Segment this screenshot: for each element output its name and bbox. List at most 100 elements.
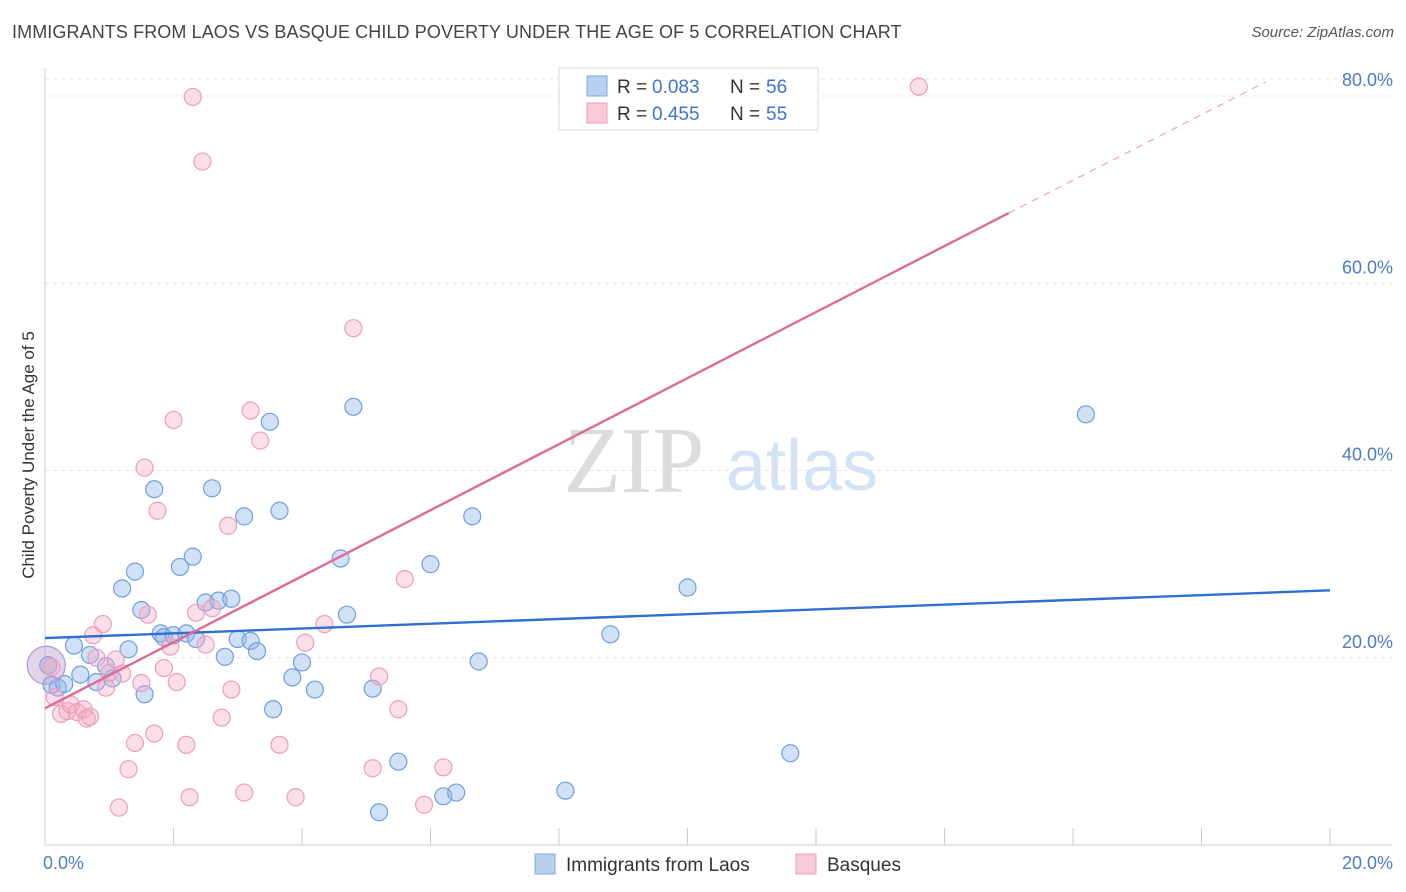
laos-point-53 [1077,406,1094,423]
basques-point-42 [287,789,304,806]
bottom-legend: Immigrants from Laos Basques [535,854,901,876]
laos-point-50 [602,626,619,643]
basques-point-28 [178,736,195,753]
y-tick-label-2: 60.0% [1342,257,1393,277]
laos-point-47 [464,508,481,525]
laos-point-48 [470,653,487,670]
basques-point-29 [181,789,198,806]
basques-point-11 [94,616,111,633]
basques-point-31 [187,604,204,621]
legend-n-label-1: N = [730,104,760,125]
basques-point-51 [435,759,452,776]
tick-labels: 20.0%40.0%60.0%80.0%0.0% 20.0% [43,70,1393,873]
laos-point-35 [284,669,301,686]
y-axis-title: Child Poverty Under the Age of 5 [19,331,38,579]
legend-r-label-1: R = [617,104,647,125]
watermark-zip: ZIP [564,409,705,513]
basques-point-0 [43,659,60,676]
laos-point-43 [390,753,407,770]
basques-point-35 [213,709,230,726]
basques-point-19 [133,675,150,692]
basques-point-50 [416,796,433,813]
basques-point-44 [316,616,333,633]
trend-lines [45,82,1330,708]
grid-lines [45,79,1392,658]
scatter-chart: ZIP atlas 20.0%40.0%60.0%80.0%0.0% 20.0% … [0,0,1406,892]
laos-point-33 [265,701,282,718]
legend-n-label-0: N = [730,77,760,98]
basques-point-37 [223,681,240,698]
laos-point-42 [371,804,388,821]
laos-point-37 [306,681,323,698]
basques-point-10 [88,649,105,666]
bottom-legend-swatch-laos [535,854,555,874]
laos-point-24 [204,480,221,497]
basques-point-18 [126,734,143,751]
watermark: ZIP atlas [564,409,879,513]
x-tick-label-0: 0.0% [43,853,84,873]
laos-point-32 [261,413,278,430]
basques-point-33 [197,636,214,653]
legend-n-value-0: 56 [766,77,787,98]
y-tick-label-3: 80.0% [1342,70,1393,90]
bottom-legend-label-laos: Immigrants from Laos [566,855,750,876]
basques-point-38 [236,784,253,801]
laos-point-44 [422,556,439,573]
basques-point-41 [271,736,288,753]
laos-point-31 [249,643,266,660]
watermark-atlas: atlas [726,426,878,506]
laos-point-5 [72,666,89,683]
basques-point-32 [194,153,211,170]
basques-point-36 [220,517,237,534]
laos-point-46 [448,784,465,801]
bottom-legend-label-basques: Basques [827,855,901,876]
legend-r-value-0: 0.083 [652,77,700,98]
basques-point-17 [120,761,137,778]
basques-point-24 [155,660,172,677]
basques-point-52 [910,78,927,95]
laos-point-52 [782,745,799,762]
laos-point-21 [184,548,201,565]
basques-point-27 [168,674,185,691]
basques-point-47 [371,668,388,685]
bottom-legend-swatch-basques [796,854,816,874]
basques-point-46 [364,760,381,777]
legend-swatch-laos [587,76,607,96]
basques-point-26 [165,411,182,428]
laos-point-12 [126,563,143,580]
basques-point-16 [110,799,127,816]
laos-point-10 [114,580,131,597]
basques-point-21 [139,606,156,623]
basques-point-30 [184,88,201,105]
laos-point-27 [223,590,240,607]
x-tick-label-1: 20.0% [1342,853,1393,873]
laos-point-49 [557,782,574,799]
basques-point-40 [252,432,269,449]
laos-point-40 [345,398,362,415]
legend-box: R = 0.083 N = 56 R = 0.455 N = 55 [559,68,818,130]
basques-point-49 [396,571,413,588]
basques-point-48 [390,701,407,718]
basques-trend-extension [1009,82,1266,213]
basques-point-34 [204,600,221,617]
legend-r-value-1: 0.455 [652,104,700,125]
laos-point-15 [146,481,163,498]
legend-r-label-0: R = [617,77,647,98]
basques-point-12 [98,679,115,696]
legend-n-value-1: 55 [766,104,787,125]
laos-point-29 [236,508,253,525]
basques-point-20 [136,459,153,476]
laos-point-39 [338,606,355,623]
y-tick-label-0: 20.0% [1342,632,1393,652]
laos-point-51 [679,579,696,596]
basques-point-8 [81,708,98,725]
basques-point-39 [242,402,259,419]
series-immigrants-from-laos [27,398,1094,820]
basques-point-23 [149,502,166,519]
laos-point-34 [271,502,288,519]
basques-point-43 [297,634,314,651]
basques-point-22 [146,725,163,742]
laos-point-4 [65,637,82,654]
laos-point-36 [294,654,311,671]
legend-swatch-basques [587,103,607,123]
